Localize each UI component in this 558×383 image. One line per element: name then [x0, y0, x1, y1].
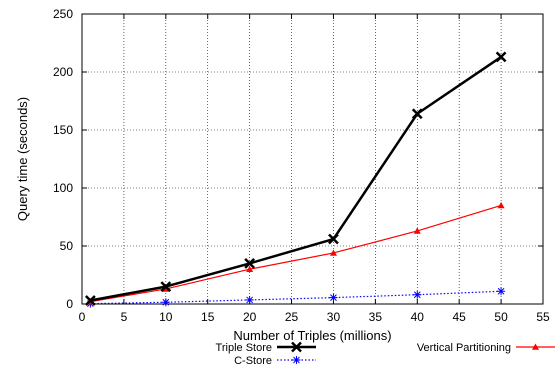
y-axis-label: Query time (seconds): [15, 97, 30, 221]
data-point: [160, 281, 172, 292]
y-tick-label: 0: [66, 297, 73, 311]
x-tick-label: 5: [121, 310, 128, 324]
legend-label: C-Store: [234, 355, 272, 367]
data-point: [413, 227, 421, 234]
x-tick-label: 50: [494, 310, 508, 324]
data-point: [245, 295, 254, 304]
data-point: [161, 298, 170, 307]
legend-marker: [532, 343, 539, 350]
series-triple-store: [84, 51, 507, 306]
y-tick-label: 50: [60, 239, 74, 253]
plot-area: [81, 13, 544, 305]
data-point: [413, 290, 422, 299]
x-tick-label: 55: [536, 310, 550, 324]
data-point: [495, 51, 507, 63]
series-line: [90, 55, 502, 302]
legend-label: Vertical Partitioning: [417, 342, 511, 354]
x-tick-label: 20: [243, 310, 257, 324]
y-tick-label: 250: [53, 7, 73, 21]
data-point: [244, 258, 256, 269]
x-tick-label: 45: [453, 310, 467, 324]
legend-marker: [291, 341, 302, 353]
x-tick-label: 25: [285, 310, 299, 324]
axis-ticks: 0 5 10 15 20 25 30 35 40 45 50 55 0 50 100 150 200 250: [53, 7, 550, 324]
x-tick-label: 30: [327, 310, 341, 324]
legend-item: C-Store: [234, 355, 316, 367]
x-tick-label: 10: [159, 310, 173, 324]
data-point: [246, 265, 254, 272]
data-point: [497, 287, 506, 296]
y-tick-label: 100: [53, 181, 73, 195]
legend-item: Vertical Partitioning: [417, 342, 555, 354]
data-point: [162, 285, 170, 292]
x-tick-label: 40: [411, 310, 425, 324]
data-point: [329, 293, 338, 302]
series-layer: [84, 51, 507, 308]
legend-label: Triple Store: [216, 342, 272, 354]
series-line: [90, 290, 502, 305]
data-point: [411, 108, 423, 120]
y-tick-label: 200: [53, 65, 73, 79]
series-line: [90, 204, 502, 303]
data-point: [329, 249, 337, 256]
data-point: [328, 233, 339, 245]
grid-lines: [82, 14, 543, 304]
data-point: [84, 295, 96, 306]
legend: Triple Store Vertical Partitioning C-Store: [216, 341, 555, 367]
data-point: [497, 201, 505, 209]
x-tick-label: 35: [369, 310, 383, 324]
x-axis-label: Number of Triples (millions): [233, 328, 391, 343]
x-tick-label: 15: [201, 310, 215, 324]
legend-item: Triple Store: [216, 341, 316, 354]
legend-marker: [292, 356, 301, 364]
x-tick-label: 0: [79, 310, 86, 324]
y-tick-label: 150: [53, 123, 73, 137]
